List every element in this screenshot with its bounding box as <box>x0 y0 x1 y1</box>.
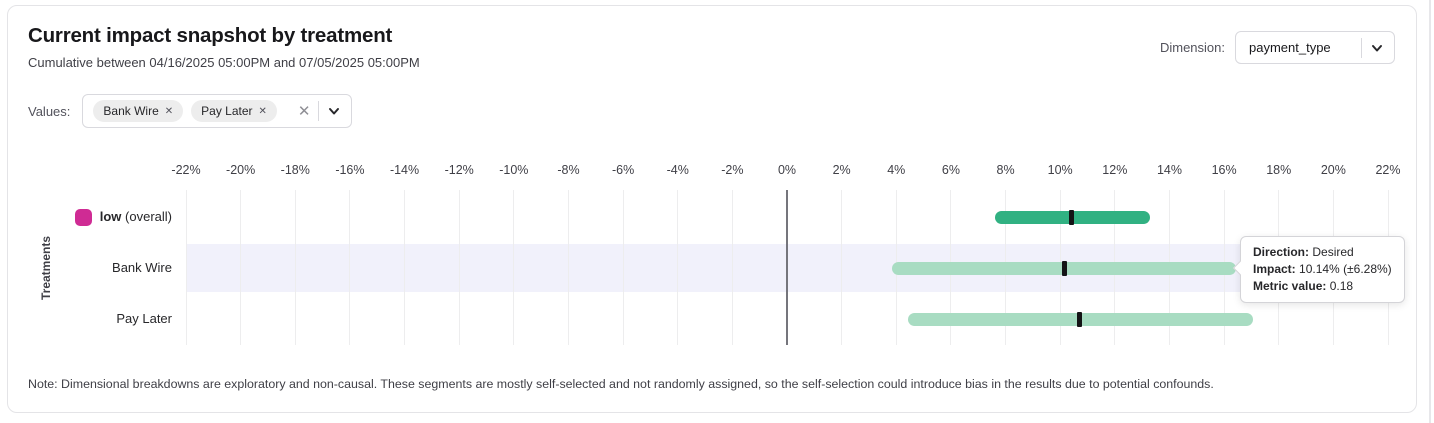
row-label-text: low (overall) <box>99 209 172 224</box>
dimension-label: Dimension: <box>1159 40 1225 55</box>
page-title: Current impact snapshot by treatment <box>28 24 393 47</box>
row-label-bank-wire: Bank Wire <box>42 259 172 277</box>
dimension-selected-value: payment_type <box>1249 40 1331 55</box>
bar-tooltip: Direction: Desired Impact: 10.14% (±6.28… <box>1232 236 1405 303</box>
value-chip-label: Bank Wire <box>103 104 159 118</box>
gridline <box>349 190 351 345</box>
row-label-text: Pay Later <box>116 311 172 326</box>
values-label: Values: <box>28 103 71 119</box>
x-axis-tick-label: -14% <box>389 163 420 177</box>
value-chip-bank-wire[interactable]: Bank Wire ✕ <box>93 100 184 122</box>
remove-chip-icon[interactable]: ✕ <box>258 105 267 117</box>
x-axis-tick-label: 14% <box>1156 163 1182 177</box>
x-axis-tick-label: 10% <box>1047 163 1073 177</box>
x-axis-tick-label: 16% <box>1211 163 1237 177</box>
chevron-down-icon[interactable] <box>327 104 341 118</box>
x-axis-tick-label: -12% <box>444 163 474 177</box>
x-axis-tick-label: 4% <box>887 163 906 177</box>
date-range-subtitle: Cumulative between 04/16/2025 05:00PM an… <box>28 55 420 70</box>
x-axis-tick-label: -8% <box>557 163 580 177</box>
x-axis-tick-label: -2% <box>721 163 744 177</box>
x-axis-tick-label: -18% <box>280 163 310 177</box>
gridline <box>240 190 242 345</box>
dimension-dropdown[interactable]: payment_type <box>1235 31 1395 64</box>
x-axis-tick-label: 22% <box>1375 163 1401 177</box>
value-chip-pay-later[interactable]: Pay Later ✕ <box>191 100 277 122</box>
x-axis-tick-label: 12% <box>1102 163 1128 177</box>
x-axis-tick-label: 8% <box>996 163 1015 177</box>
x-axis-tick-label: 20% <box>1320 163 1346 177</box>
x-axis-tick-label: -6% <box>611 163 635 177</box>
tooltip-impact: Impact: 10.14% (±6.28%) <box>1253 262 1392 276</box>
remove-chip-icon[interactable]: ✕ <box>164 105 174 117</box>
gridline <box>185 190 187 345</box>
row-label-text: Bank Wire <box>112 260 172 275</box>
footnote: Note: Dimensional breakdowns are explora… <box>28 377 1214 391</box>
page-right-divider <box>1429 0 1431 423</box>
metric-color-swatch <box>74 208 92 226</box>
values-multiselect[interactable]: Bank Wire ✕ Pay Later ✕ ✕ <box>82 94 353 128</box>
dropdown-divider <box>1361 37 1362 58</box>
value-chip-label: Pay Later <box>201 104 253 118</box>
gridline <box>677 190 679 345</box>
zero-line <box>786 190 788 345</box>
gridline <box>458 190 460 345</box>
impact-center-tick-pay-later <box>1077 311 1083 327</box>
gridline <box>841 190 843 345</box>
gridline <box>731 190 733 345</box>
dropdown-divider <box>318 101 320 121</box>
x-axis-tick-label: -10% <box>499 163 529 177</box>
dimension-control: Dimension: payment_type <box>1160 31 1395 64</box>
x-axis-tick-label: 0% <box>777 163 797 177</box>
impact-center-tick-low <box>1068 209 1074 225</box>
gridline <box>622 190 624 345</box>
gridline <box>513 190 515 345</box>
row-label-pay-later: Pay Later <box>42 310 172 328</box>
x-axis-tick-label: -4% <box>666 163 689 177</box>
x-axis-tick-label: -16% <box>335 163 365 177</box>
clear-all-icon[interactable]: ✕ <box>297 102 311 120</box>
x-axis-tick-label: 2% <box>832 163 851 177</box>
chevron-down-icon[interactable] <box>1370 41 1384 55</box>
tooltip-metric-value: Metric value: 0.18 <box>1253 279 1354 293</box>
gridline <box>567 190 569 345</box>
tooltip-direction: Direction: Desired <box>1253 245 1354 259</box>
values-control: Values: Bank Wire ✕ Pay Later ✕ ✕ <box>28 94 353 128</box>
x-axis-tick-label: -20% <box>226 163 256 177</box>
x-axis-tick-label: 6% <box>941 163 960 177</box>
card-background <box>7 5 1417 413</box>
row-label-low: low (overall) <box>42 208 172 226</box>
x-axis-tick-label: 18% <box>1266 163 1292 177</box>
gridline <box>294 190 296 345</box>
x-axis-tick-label: -22% <box>171 163 201 177</box>
impact-center-tick-bank-wire <box>1061 260 1067 276</box>
gridline <box>404 190 406 345</box>
